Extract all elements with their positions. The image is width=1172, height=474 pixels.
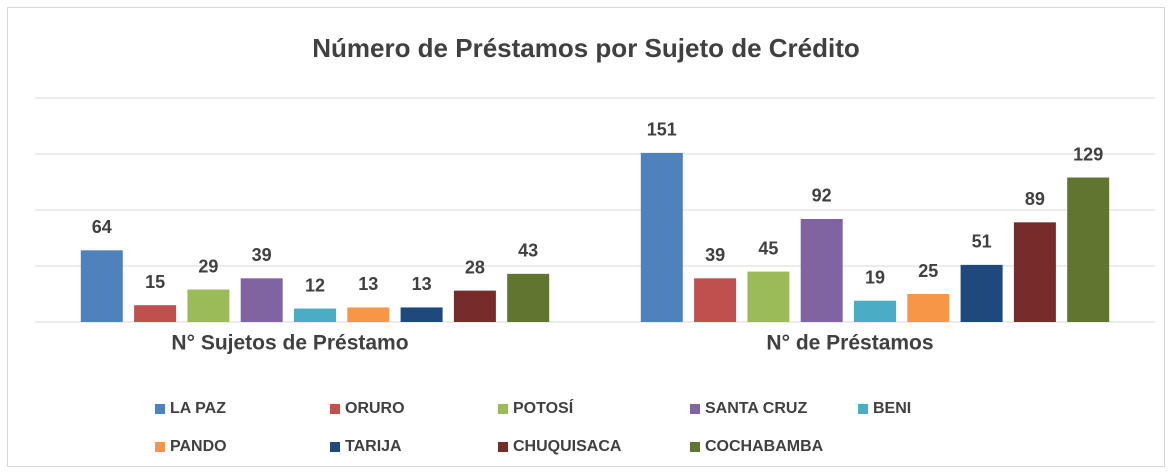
data-label: 13: [358, 274, 378, 294]
data-label: 12: [305, 275, 325, 295]
bar: [1067, 177, 1110, 322]
legend-swatch: [330, 404, 340, 414]
legend-label: ORURO: [345, 400, 405, 417]
legend-swatch: [330, 442, 340, 452]
bar: [854, 300, 896, 322]
legend-swatch: [155, 404, 165, 414]
data-label: 92: [812, 186, 832, 206]
data-label: 129: [1073, 144, 1103, 164]
x-tick-label: N° de Préstamos: [766, 332, 933, 355]
data-label: 13: [412, 274, 432, 294]
chart-title: Número de Préstamos por Sujeto de Crédit…: [312, 33, 860, 63]
data-label: 25: [918, 261, 938, 281]
bar: [347, 307, 390, 322]
legend-swatch: [155, 442, 165, 452]
legend-label: POTOSÍ: [513, 398, 574, 417]
bar: [1013, 222, 1056, 322]
data-label: 19: [865, 267, 885, 287]
bar: [80, 250, 123, 322]
legend-swatch: [858, 404, 868, 414]
bar: [640, 152, 683, 322]
chart-frame: [7, 7, 1165, 467]
legend-swatch: [690, 404, 700, 414]
bar: [800, 218, 843, 322]
bar: [240, 278, 283, 322]
bar: [507, 273, 550, 322]
data-label: 15: [145, 272, 165, 292]
bar: [747, 271, 790, 322]
bar: [294, 308, 336, 322]
data-label: 45: [758, 238, 778, 258]
legend-label: LA PAZ: [170, 400, 226, 417]
bar: [187, 289, 230, 322]
legend-label: PANDO: [170, 438, 227, 455]
data-label: 64: [92, 217, 112, 237]
data-label: 29: [198, 256, 218, 276]
data-label: 51: [972, 232, 992, 252]
bar: [453, 290, 496, 322]
legend-swatch: [690, 442, 700, 452]
data-label: 43: [518, 241, 538, 261]
data-label: 39: [252, 245, 272, 265]
x-tick-label: N° Sujetos de Préstamo: [171, 332, 408, 355]
data-label: 39: [705, 245, 725, 265]
legend-swatch: [498, 404, 508, 414]
legend-swatch: [498, 442, 508, 452]
bar: [960, 264, 1003, 322]
bar: [134, 305, 177, 322]
legend-label: CHUQUISACA: [513, 438, 622, 455]
legend-label: BENI: [873, 400, 911, 417]
legend-label: COCHABAMBA: [705, 438, 824, 455]
data-label: 28: [465, 257, 485, 277]
data-label: 89: [1025, 189, 1045, 209]
bar: [907, 294, 950, 322]
bar: [400, 307, 443, 322]
data-label: 151: [647, 120, 677, 140]
legend-label: TARIJA: [345, 438, 402, 455]
bar: [694, 278, 737, 322]
legend-label: SANTA CRUZ: [705, 400, 807, 417]
